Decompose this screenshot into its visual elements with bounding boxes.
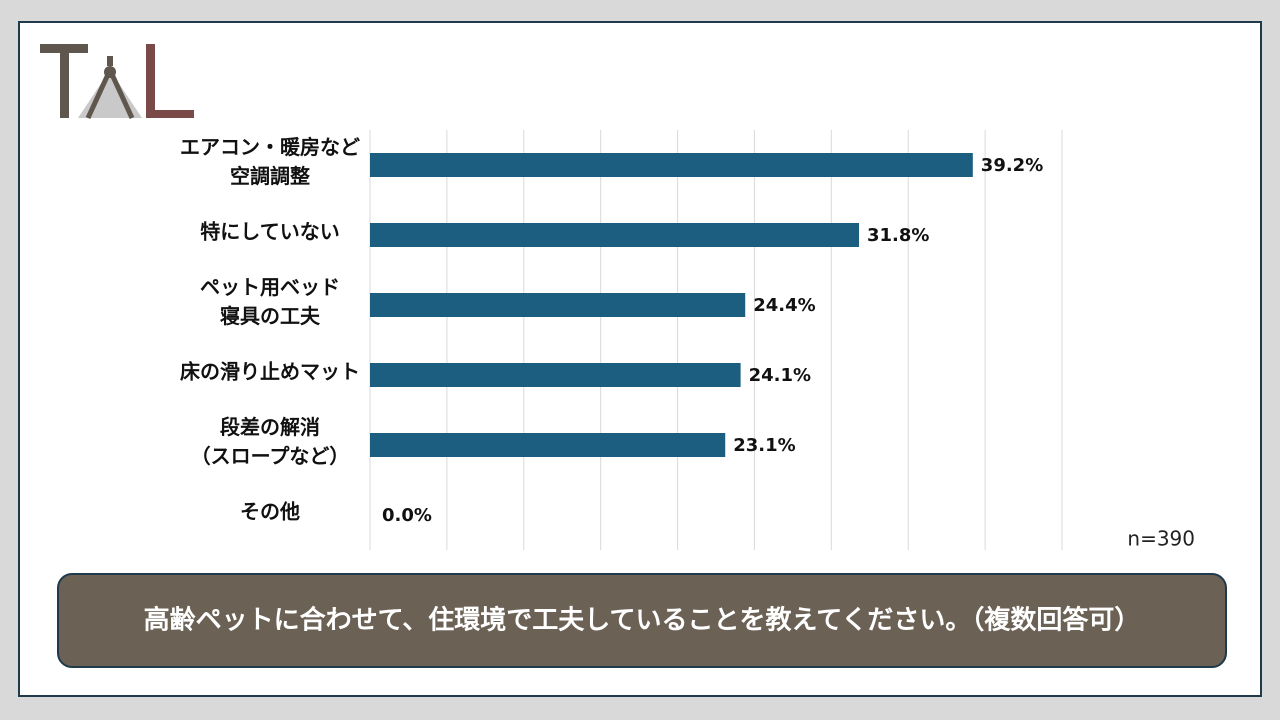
value-label: 31.8% <box>867 225 929 246</box>
category-label: ペット用ベッド <box>200 275 340 299</box>
bar <box>370 363 741 387</box>
category-label: エアコン・暖房など <box>180 135 360 159</box>
bar <box>370 433 726 457</box>
category-label: 特にしていない <box>200 220 339 244</box>
sample-size: n=390 <box>1127 527 1195 551</box>
value-label: 0.0% <box>382 505 432 526</box>
logo <box>40 44 194 120</box>
category-label: （スロープなど） <box>191 444 350 468</box>
category-label: 寝具の工夫 <box>220 304 321 328</box>
category-label: 空調調整 <box>230 164 310 188</box>
value-label: 23.1% <box>733 435 795 456</box>
value-label: 24.1% <box>749 365 811 386</box>
question-box <box>57 573 1227 668</box>
bar <box>370 223 860 247</box>
category-label: 床の滑り止めマット <box>180 360 360 384</box>
question: 高齢ペットに合わせて、住環境で工夫していることを教えてください。（複数回答可） <box>144 605 1141 636</box>
value-label: 39.2% <box>981 155 1043 176</box>
value-label: 24.4% <box>753 295 815 316</box>
category-label: 段差の解消 <box>220 415 320 439</box>
category-label: その他 <box>240 500 300 524</box>
bar <box>370 153 973 177</box>
bar <box>370 293 746 317</box>
